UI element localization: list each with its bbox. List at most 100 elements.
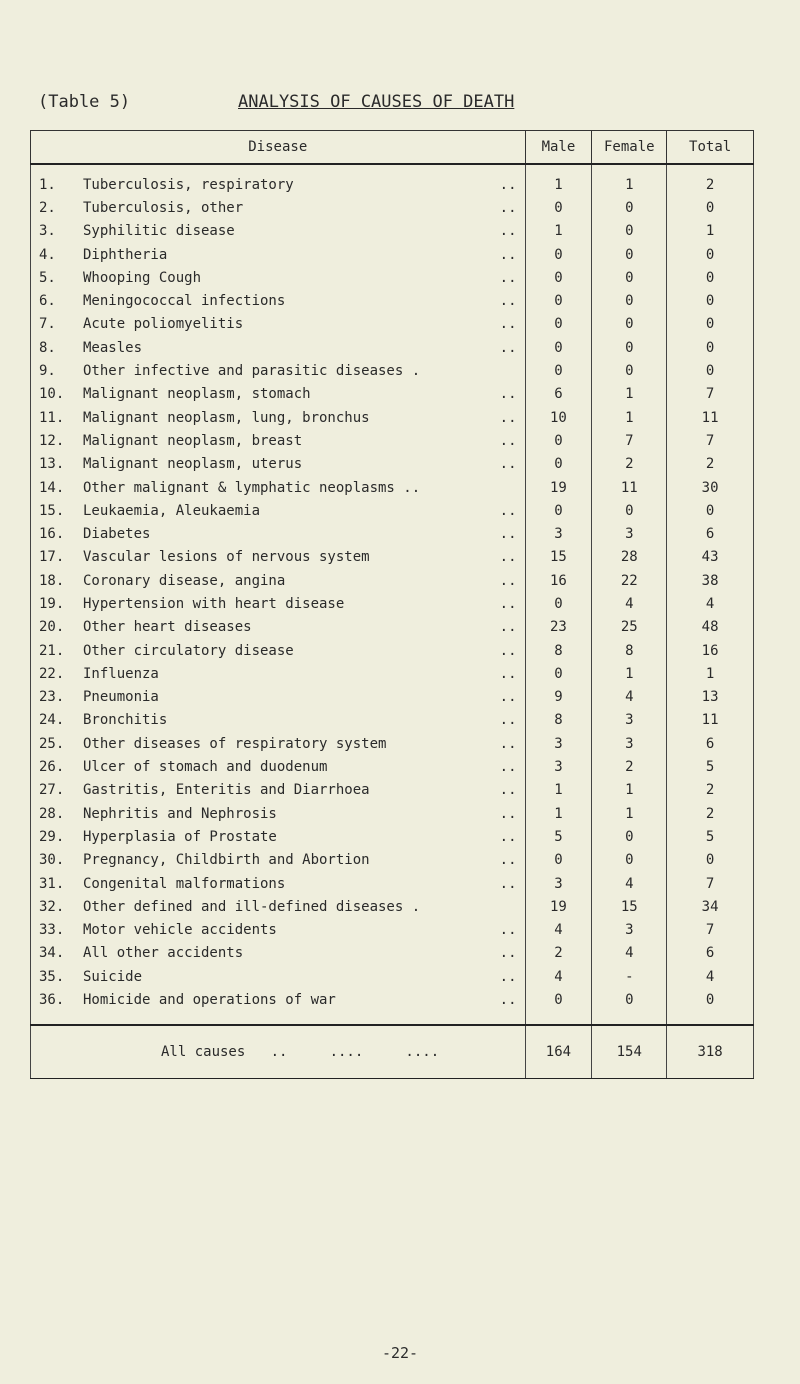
disease-cell: 35. Suicide..	[30, 965, 526, 989]
total-cell: 7	[666, 429, 754, 453]
male-cell: 0	[524, 988, 593, 1025]
leader-dots: ..	[499, 968, 517, 985]
disease-name: Suicide	[83, 968, 143, 985]
table-row: 21. Other circulatory disease.. 8 8 16	[30, 638, 754, 663]
disease-name: Pregnancy, Childbirth and Abortion	[83, 852, 370, 869]
leader-dots: ..	[499, 176, 517, 193]
male-cell: 3	[524, 732, 593, 756]
table-row: 6. Meningococcal infections.. 0 0 0	[30, 289, 754, 313]
disease-name: Other infective and parasitic diseases .	[83, 363, 421, 380]
total-cell: 30	[666, 475, 754, 500]
disease-name: Hypertension with heart disease	[83, 595, 345, 612]
leader-dots: ..	[499, 526, 517, 543]
disease-name: Other heart diseases	[83, 619, 252, 636]
disease-cell: 8. Measles..	[30, 336, 526, 360]
disease-cell: 23. Pneumonia..	[30, 685, 526, 709]
leader-dots: ..	[499, 828, 517, 845]
total-cell: 1	[666, 662, 754, 686]
total-cell: 0	[666, 289, 754, 313]
female-cell: 4	[591, 592, 668, 616]
row-number: 12.	[39, 432, 65, 449]
total-cell: 0	[666, 359, 754, 383]
table-row: 11. Malignant neoplasm, lung, bronchus.. 1…	[30, 405, 754, 430]
total-cell: 5	[666, 825, 754, 849]
total-cell: 0	[666, 196, 754, 220]
female-cell: 3	[591, 732, 668, 756]
table-row: 1. Tuberculosis, respiratory.. 1 1 2	[30, 164, 754, 197]
leader-dots: ..	[499, 269, 517, 286]
disease-cell: 12. Malignant neoplasm, breast..	[30, 429, 526, 453]
disease-cell: 33. Motor vehicle accidents..	[30, 918, 526, 942]
male-cell: 0	[524, 592, 593, 616]
row-number: 11.	[39, 409, 65, 426]
table-row: 12. Malignant neoplasm, breast.. 0 7 7	[30, 429, 754, 453]
disease-cell: 15. Leukaemia, Aleukaemia..	[30, 499, 526, 523]
male-cell: 0	[524, 848, 593, 872]
male-cell: 0	[524, 312, 593, 337]
total-cell: 11	[666, 405, 754, 430]
table-row: 35. Suicide.. 4-4	[30, 965, 754, 989]
disease-cell: 13. Malignant neoplasm, uterus..	[30, 452, 526, 476]
table-row: 18. Coronary disease, angina.. 16 22 38	[30, 569, 754, 593]
male-cell: 0	[524, 266, 593, 290]
row-number: 21.	[39, 642, 65, 659]
leader-dots: ..	[499, 502, 517, 519]
disease-cell: 36. Homicide and operations of war..	[30, 988, 526, 1025]
leader-dots: ..	[499, 293, 517, 310]
disease-name: Pneumonia	[83, 689, 159, 706]
row-number: 10.	[39, 386, 65, 403]
disease-cell: 20. Other heart diseases..	[30, 615, 526, 639]
row-number: 7.	[39, 316, 56, 333]
row-number: 9.	[39, 363, 56, 380]
table-row: 2. Tuberculosis, other.. 0 0 0	[30, 196, 754, 220]
male-cell: 3	[524, 522, 593, 546]
table-row: 19. Hypertension with heart disease.. 0 4 4	[30, 592, 754, 616]
disease-name: Gastritis, Enteritis and Diarrhoea	[83, 782, 370, 799]
table-heading: (Table 5) ANALYSIS OF CAUSES OF DEATH	[38, 92, 514, 112]
disease-cell: 29. Hyperplasia of Prostate..	[30, 825, 526, 849]
female-cell: 0	[591, 359, 668, 383]
disease-name: Diphtheria	[83, 246, 168, 263]
leader-dots: ..	[499, 712, 517, 729]
header-female: Female	[591, 130, 668, 165]
row-number: 4.	[39, 246, 56, 263]
female-cell: 0	[591, 848, 668, 872]
row-number: 36.	[39, 992, 65, 1009]
disease-name: Tuberculosis, respiratory	[83, 176, 294, 193]
causes-of-death-table: Disease Male Female Total 1. Tuberculosis…	[30, 130, 754, 1079]
row-number: 34.	[39, 945, 65, 962]
total-cell: 2	[666, 164, 754, 197]
male-cell: 4	[524, 965, 593, 989]
female-cell: 28	[591, 545, 668, 570]
table-row: 28. Nephritis and Nephrosis.. 1 1 2	[30, 802, 754, 826]
female-cell: 1	[591, 405, 668, 430]
male-cell: 0	[524, 289, 593, 313]
row-number: 8.	[39, 339, 56, 356]
male-cell: 16	[524, 569, 593, 593]
disease-cell: 10. Malignant neoplasm, stomach..	[30, 382, 526, 406]
row-number: 1.	[39, 176, 56, 193]
female-cell: 1	[591, 164, 668, 197]
male-cell: 8	[524, 708, 593, 733]
female-cell: 25	[591, 615, 668, 639]
male-cell: 10	[524, 405, 593, 430]
row-number: 20.	[39, 619, 65, 636]
disease-cell: 11. Malignant neoplasm, lung, bronchus..	[30, 405, 526, 430]
disease-cell: 34. All other accidents..	[30, 941, 526, 966]
male-cell: 1	[524, 164, 593, 197]
total-cell: 0	[666, 499, 754, 523]
female-cell: 15	[591, 895, 668, 919]
disease-name: Diabetes	[83, 526, 151, 543]
table-row: 5. Whooping Cough.. 0 0 0	[30, 266, 754, 290]
disease-name: Homicide and operations of war	[83, 992, 336, 1009]
disease-cell: 26. Ulcer of stomach and duodenum..	[30, 755, 526, 779]
total-cell: 2	[666, 802, 754, 826]
leader-dots: ..	[499, 619, 517, 636]
table-row: 8. Measles.. 0 0 0	[30, 336, 754, 360]
table-row: 34. All other accidents.. 2 4 6	[30, 941, 754, 966]
total-cell: 48	[666, 615, 754, 639]
total-cell: 0	[666, 848, 754, 872]
disease-cell: 25. Other diseases of respiratory system.…	[30, 732, 526, 756]
male-cell: 4	[524, 918, 593, 942]
